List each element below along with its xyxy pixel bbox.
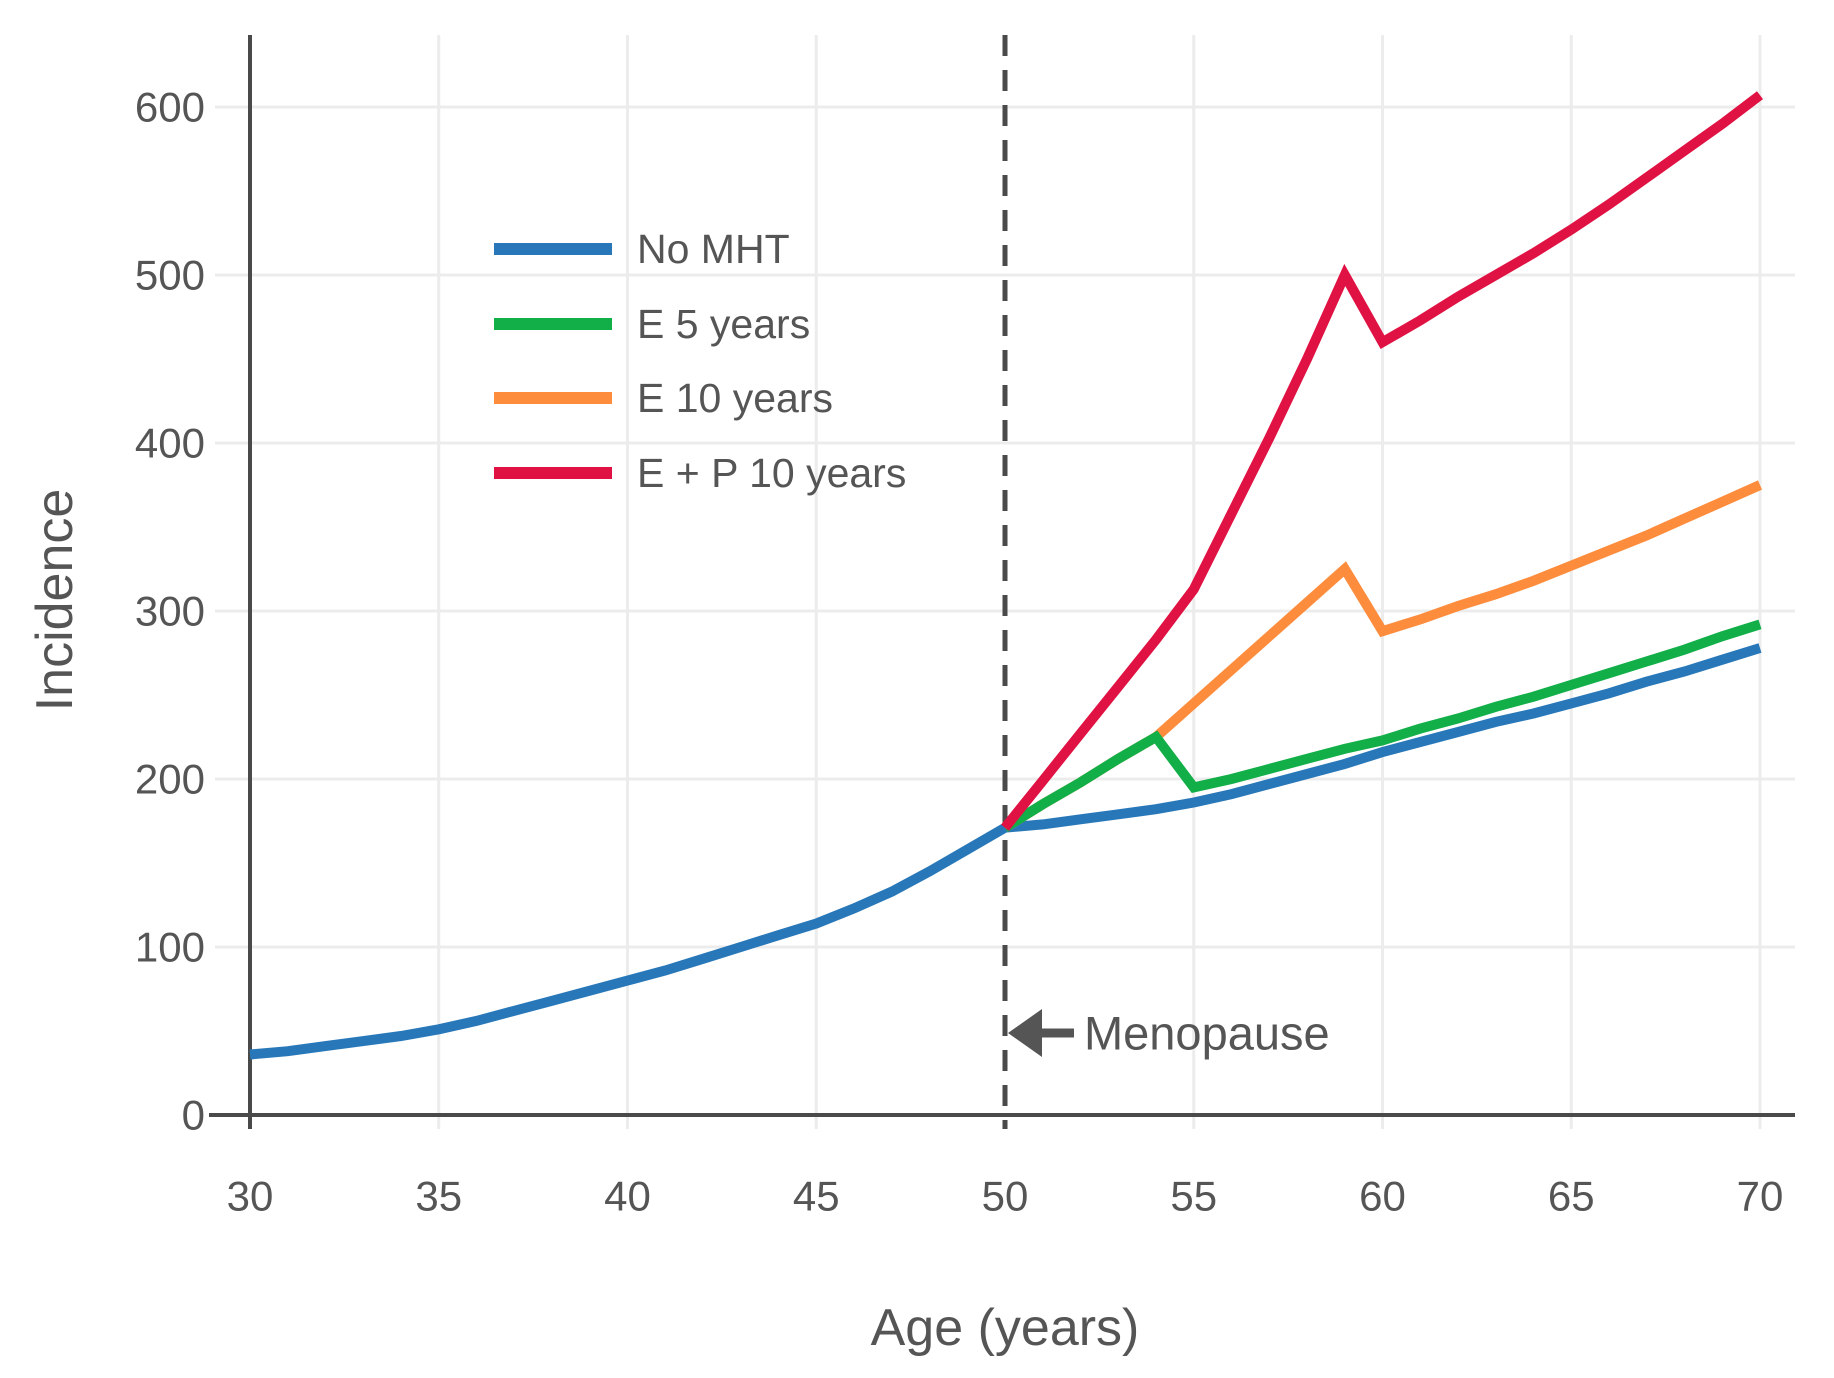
menopause-annotation-label: Menopause [1084,1007,1330,1060]
x-tick-label: 35 [415,1172,462,1219]
legend-item: E 5 years [494,301,810,347]
x-tick-label: 30 [227,1172,274,1219]
y-tick-label: 400 [135,420,205,467]
legend-item: E + P 10 years [494,450,906,496]
x-tick-label: 65 [1548,1172,1595,1219]
legend-item: E 10 years [494,375,833,421]
legend-label: No MHT [637,226,790,272]
y-tick-label: 0 [182,1092,205,1139]
legend-swatch [494,318,612,330]
x-axis-title: Age (years) [871,1299,1140,1357]
legend-item: No MHT [494,226,790,272]
y-tick-label: 100 [135,924,205,971]
y-tick-label: 200 [135,756,205,803]
y-tick-label: 600 [135,84,205,131]
series-lines [249,91,1764,1060]
x-tick-label: 60 [1359,1172,1406,1219]
tick-labels: 30 35 40 45 50 55 60 65 70 0 100 200 300 400 500 600 [135,84,1783,1220]
y-tick-label: 300 [135,588,205,635]
series-line-e-5-years [1002,619,1762,832]
menopause-annotation: Menopause [1008,1007,1330,1060]
legend-label: E 5 years [637,301,810,347]
x-tick-label: 70 [1737,1172,1784,1219]
series-line-e-p-10-years [1001,91,1764,831]
legend-swatch [494,392,612,404]
legend-swatch [494,243,612,255]
y-tick-label: 500 [135,252,205,299]
legend: No MHT E 5 years E 10 years E + P 10 years [494,226,906,496]
axes [209,35,1795,1129]
menopause-arrow-head [1008,1009,1042,1057]
x-tick-label: 45 [793,1172,840,1219]
legend-swatch [494,467,612,479]
legend-label: E + P 10 years [637,450,906,496]
x-tick-label: 50 [982,1172,1029,1219]
x-tick-label: 40 [604,1172,651,1219]
y-axis-title: Incidence [26,489,84,712]
legend-label: E 10 years [637,375,833,421]
x-tick-label: 55 [1170,1172,1217,1219]
